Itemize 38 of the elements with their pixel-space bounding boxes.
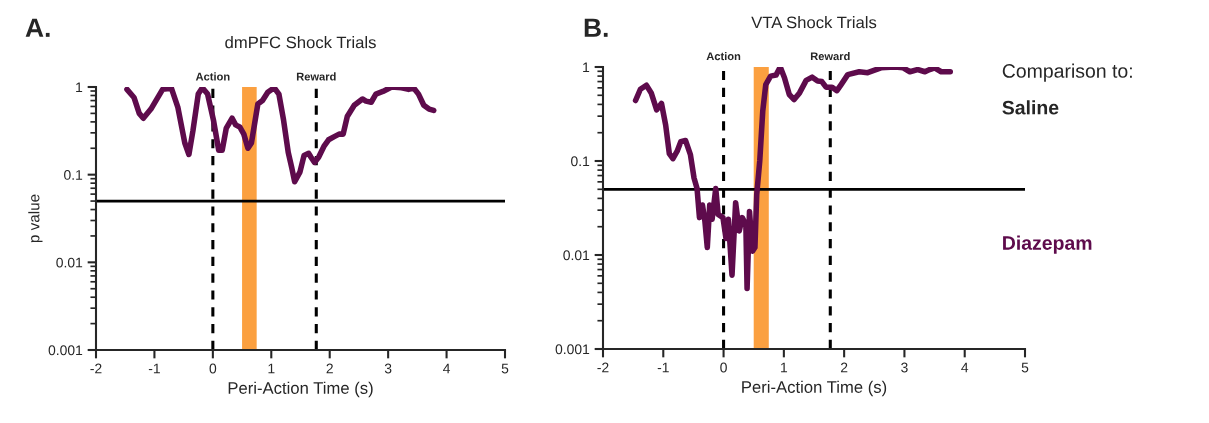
text: A.	[25, 18, 50, 37]
x-tick-label: 2	[840, 362, 848, 373]
legend-title: Comparison to:	[1002, 63, 1132, 82]
y-tick-label: 0.001	[555, 344, 590, 355]
y-tick-label: 0.1	[571, 156, 590, 167]
x-tick-label: 3	[901, 362, 908, 373]
x-tick-label: 1	[781, 362, 788, 373]
y-tick-label: 0.001	[48, 345, 83, 356]
y-tick-label: 1	[583, 62, 590, 73]
ref-line-label: Action	[195, 72, 230, 81]
x-axis-title: Peri-Action Time (s)	[228, 381, 373, 398]
ref-line-label: Action	[706, 52, 741, 61]
x-tick-label: 4	[961, 362, 969, 373]
chart-title: dmPFC Shock Trials	[225, 36, 376, 49]
annotation: Saline	[1002, 100, 1059, 115]
ref-line-label: Reward	[296, 72, 336, 81]
text: B.	[584, 18, 608, 37]
ref-line-label: Reward	[810, 52, 850, 61]
text: Diazepam	[1003, 235, 1092, 254]
x-tick-label: -2	[597, 362, 609, 373]
x-axis-title: Peri-Action Time (s)	[742, 380, 887, 397]
x-tick-label: 5	[501, 363, 509, 374]
x-tick-label: -1	[148, 363, 160, 374]
y-tick-label: 0.01	[563, 250, 590, 261]
chart-title: VTA Shock Trials	[751, 16, 877, 29]
y-tick-label: 1	[76, 82, 83, 93]
x-tick-label: 0	[209, 363, 217, 374]
x-tick-label: 0	[720, 362, 727, 373]
x-tick-label: -1	[657, 362, 669, 373]
x-tick-label: 4	[443, 363, 451, 374]
x-tick-label: 3	[384, 363, 392, 374]
y-tick-label: 0.1	[64, 170, 83, 180]
x-tick-label: 2	[326, 363, 333, 374]
x-tick-label: -2	[90, 363, 102, 374]
y-tick-label: 0.01	[56, 257, 83, 268]
y-axis-title: p value	[28, 194, 43, 243]
x-tick-label: 5	[1021, 362, 1029, 373]
x-tick-label: 1	[268, 363, 275, 374]
